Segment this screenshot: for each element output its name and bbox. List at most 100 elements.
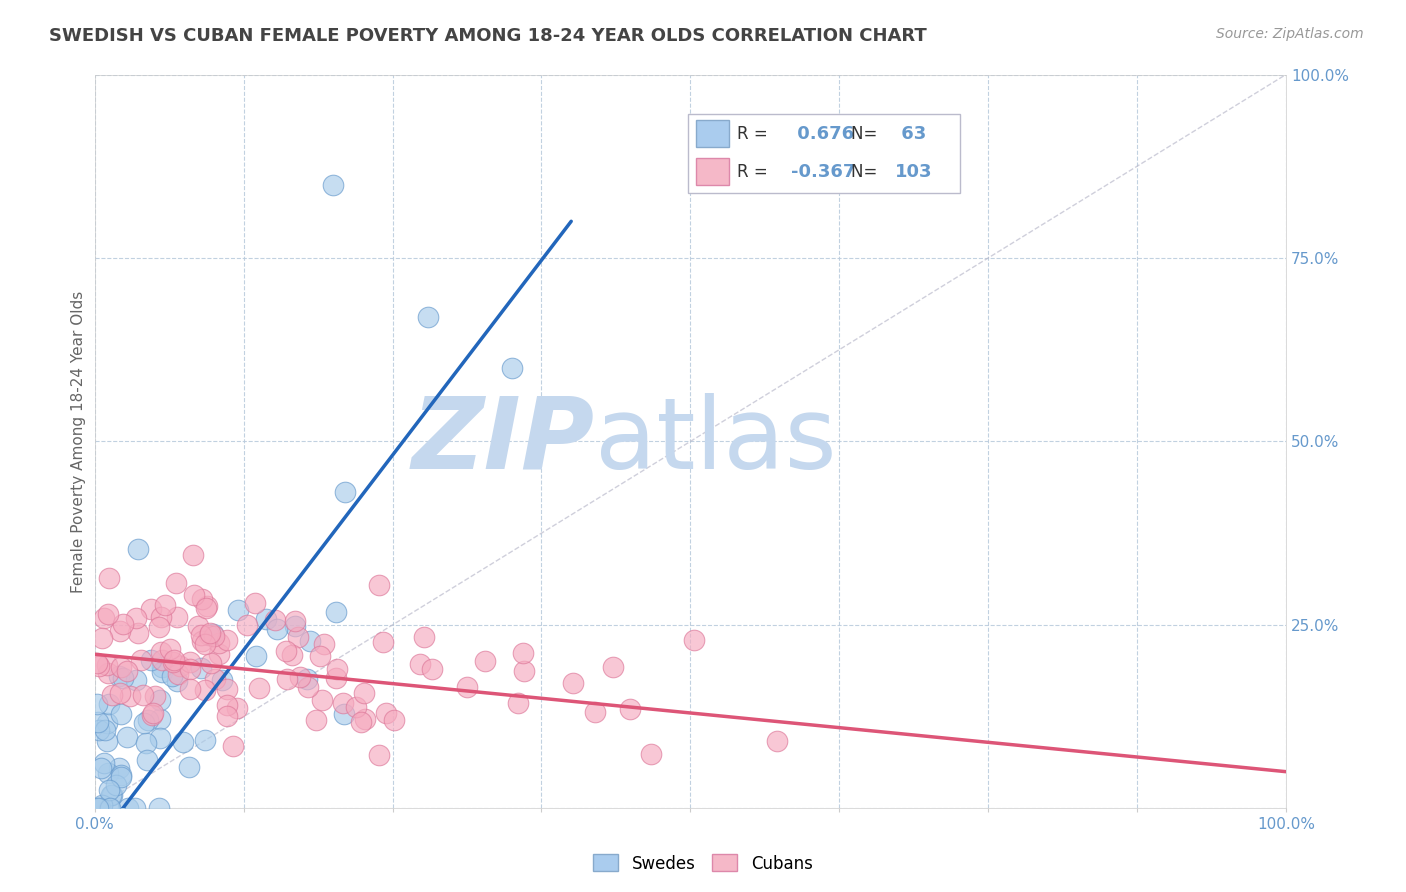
Point (243, 596, 266, 610)
Text: SWEDISH VS CUBAN FEMALE POVERTY AMONG 18-24 YEAR OLDS CORRELATION CHART: SWEDISH VS CUBAN FEMALE POVERTY AMONG 18… (49, 27, 927, 45)
Point (179, 682, 201, 697)
Point (333, 485, 356, 500)
Point (115, 664, 138, 678)
Point (420, 662, 443, 676)
Point (211, 673, 233, 687)
Point (110, 706, 132, 721)
Point (333, 706, 356, 721)
Point (177, 759, 200, 773)
Text: -0.367: -0.367 (792, 162, 856, 180)
Point (98, 801, 121, 815)
Point (274, 644, 297, 658)
Point (145, 690, 167, 704)
Point (89, 659, 111, 673)
Point (325, 671, 347, 685)
Point (110, 660, 132, 674)
Point (304, 713, 326, 727)
Point (149, 610, 172, 624)
Text: R =: R = (737, 125, 773, 143)
Bar (696, 120, 728, 147)
Point (162, 669, 184, 683)
Point (150, 653, 173, 667)
Point (200, 656, 222, 670)
Point (105, 778, 128, 792)
Point (325, 663, 347, 677)
Point (124, 611, 146, 625)
Point (100, 788, 122, 802)
Point (311, 693, 333, 707)
Point (149, 712, 172, 726)
Point (245, 648, 267, 663)
Point (166, 610, 188, 624)
Point (765, 734, 787, 748)
Point (353, 686, 375, 700)
Point (165, 576, 187, 591)
Point (619, 702, 641, 716)
Point (179, 655, 201, 669)
Point (94, 723, 117, 737)
Point (127, 625, 149, 640)
Point (354, 712, 377, 726)
Point (350, 714, 373, 729)
Point (93, 756, 115, 770)
Point (371, 635, 394, 649)
Point (96, 716, 118, 731)
Point (374, 706, 396, 721)
Point (207, 636, 229, 650)
Point (215, 682, 238, 697)
Point (117, 801, 139, 815)
Point (136, 713, 159, 727)
Point (217, 698, 239, 712)
Point (91, 631, 114, 645)
Point (132, 716, 155, 731)
Point (150, 660, 173, 674)
Point (149, 645, 172, 659)
Point (86, 697, 108, 711)
Point (513, 664, 536, 678)
Bar (696, 158, 728, 185)
Text: N=: N= (851, 162, 883, 180)
Point (409, 657, 432, 671)
Point (125, 673, 148, 688)
Point (141, 653, 163, 667)
Point (474, 654, 496, 668)
Point (108, 761, 131, 775)
Point (512, 646, 534, 660)
Point (153, 598, 176, 612)
Point (325, 605, 347, 619)
Point (281, 648, 304, 662)
Point (284, 619, 307, 633)
Point (97, 571, 120, 585)
Point (332, 696, 354, 710)
Point (111, 671, 134, 685)
Text: Source: ZipAtlas.com: Source: ZipAtlas.com (1216, 27, 1364, 41)
Point (91, 797, 114, 812)
Point (89, 801, 111, 815)
Point (344, 699, 367, 714)
Point (87, 714, 110, 729)
Point (110, 624, 132, 639)
Point (141, 707, 163, 722)
Point (501, 361, 523, 376)
Point (127, 541, 149, 556)
Point (148, 620, 170, 634)
Point (197, 599, 219, 613)
Point (228, 603, 250, 617)
Legend: Swedes, Cubans: Swedes, Cubans (586, 847, 820, 880)
Text: R =: R = (737, 162, 773, 180)
Point (412, 630, 434, 644)
Point (225, 701, 247, 715)
Point (194, 732, 217, 747)
Point (124, 801, 146, 815)
Point (131, 653, 153, 667)
Point (288, 670, 311, 684)
Point (602, 660, 624, 674)
Point (187, 619, 209, 633)
Point (93, 610, 115, 624)
Point (167, 667, 190, 681)
Point (162, 655, 184, 669)
Point (96, 734, 118, 748)
Point (142, 706, 165, 720)
Point (131, 688, 153, 702)
Point (235, 618, 257, 632)
